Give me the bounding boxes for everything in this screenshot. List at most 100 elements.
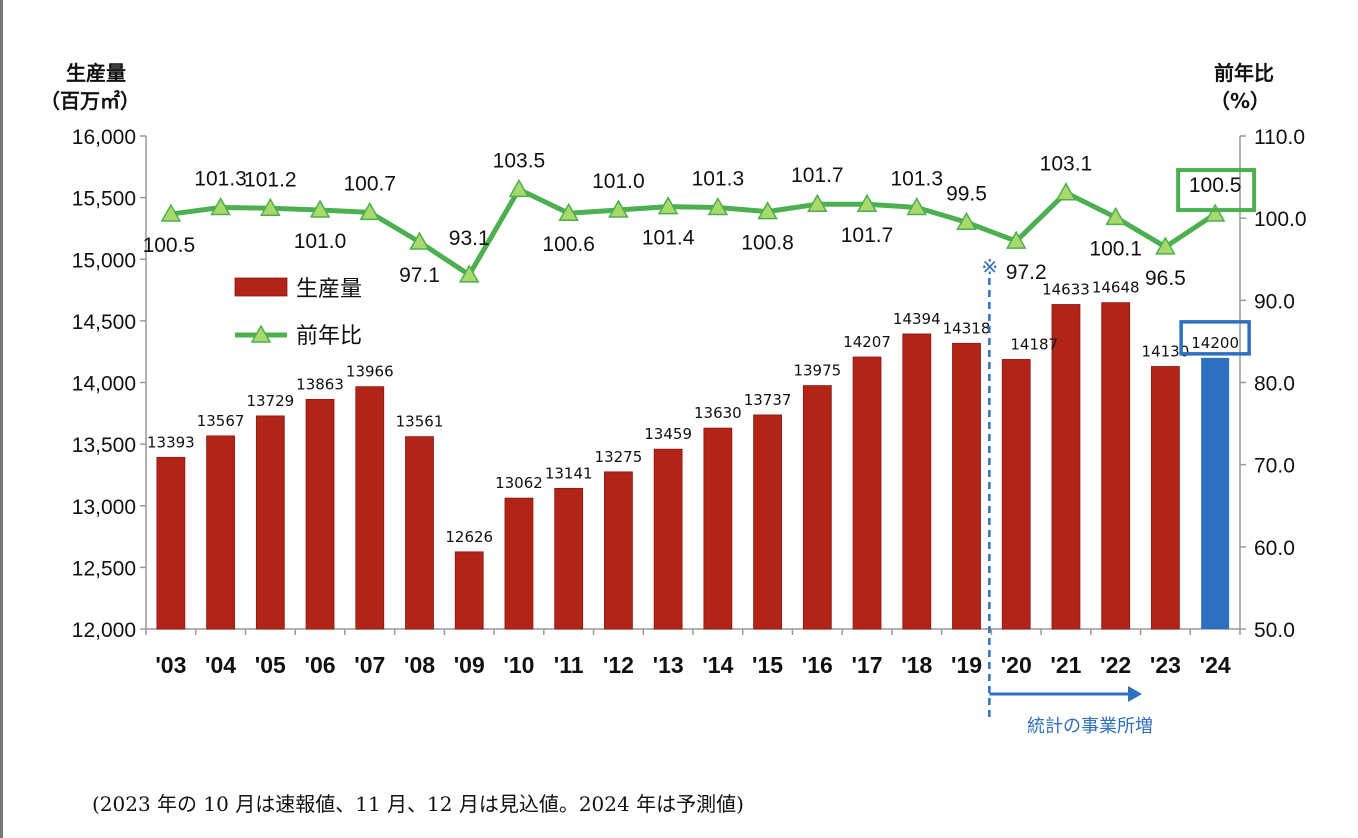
legend-line-label: 前年比 [296,324,362,349]
y-axis-right-unit: （%） [1210,89,1270,113]
bar-data-label: 13966 [346,363,394,381]
ratio-data-label: 101.0 [294,230,347,253]
x-tick-label: '13 [653,652,684,678]
bar [703,427,733,630]
y-tick-label-left: 14,500 [72,311,136,334]
bar-data-label: 14648 [1092,279,1140,297]
ratio-marker [260,197,281,217]
bar-data-label: 14394 [893,310,941,328]
divider-arrow-head [1128,686,1142,702]
forecast-bar-highlight [1179,320,1251,356]
x-tick-label: '09 [454,652,485,678]
y-tick-label-right: 90.0 [1254,290,1295,313]
bar-data-label: 13062 [495,474,543,492]
y-axis-left-unit: （百万㎡） [40,89,140,113]
forecast-ratio-highlight [1176,168,1257,213]
bar [852,356,882,630]
ratio-data-label: 101.3 [194,167,247,190]
ratio-marker [160,203,182,222]
bar [305,398,335,630]
bar-data-label: 14187 [1010,335,1058,353]
ratio-marker [309,199,331,218]
y-tick-label-right: 60.0 [1254,537,1295,560]
ratio-data-label: 101.2 [244,168,297,191]
ratio-data-label: 101.7 [791,164,844,187]
ratio-data-label: 99.5 [946,182,987,205]
x-tick-label: '08 [404,652,435,678]
bar-data-label: 14130 [1142,342,1190,360]
bar [1051,304,1081,630]
bar [952,342,981,630]
bar [405,436,434,630]
x-tick-label: '12 [603,652,634,678]
bar-data-label: 14200 [1191,334,1239,352]
x-tick-label: '16 [802,652,833,678]
ratio-data-label: 101.7 [841,224,894,247]
bar [355,386,385,630]
ratio-data-label: 96.5 [1145,267,1186,290]
legend-line-marker [250,324,272,343]
bar [1001,359,1031,630]
ratio-line [170,186,1217,278]
ratio-marker [1005,230,1027,249]
ratio-data-label: 101.0 [592,170,645,193]
x-tick-label: '05 [255,652,286,678]
ratio-data-label: 100.1 [1089,237,1142,260]
y-tick-label-left: 15,000 [72,249,136,272]
y-tick-label-left: 13,500 [72,434,136,457]
ratio-marker [856,193,878,212]
x-tick-label: '11 [554,652,584,678]
y-axis-left-title: 生産量 [66,61,126,85]
bar-data-label: 13729 [246,392,294,410]
bar [1201,357,1230,629]
ratio-data-label: 97.1 [399,264,440,287]
bar [753,414,782,630]
x-tick-label: '22 [1100,652,1131,678]
bar [206,435,235,630]
ratio-data-label: 97.2 [1006,261,1047,284]
ratio-marker [210,196,231,216]
bar-data-label: 14318 [943,319,991,337]
y-tick-label-right: 80.0 [1254,373,1295,396]
x-tick-label: '06 [305,652,336,678]
bar-data-label: 14207 [843,333,891,351]
ratio-data-label: 100.8 [741,232,794,255]
x-tick-label: '17 [852,652,883,678]
ratio-marker [1204,203,1226,222]
bar [1151,366,1180,630]
bar [554,487,584,630]
bar [653,448,683,630]
ratio-marker [508,178,530,198]
y-tick-label-left: 15,500 [72,188,136,211]
y-axis-right-title: 前年比 [1214,61,1274,85]
x-tick-label: '23 [1150,652,1181,678]
bar [454,551,484,630]
x-tick-label: '21 [1050,652,1081,678]
ratio-marker [956,211,977,231]
x-tick-label: '10 [503,652,534,678]
legend-bar-swatch [234,277,288,297]
bar-data-label: 13459 [644,425,692,443]
ratio-marker [807,193,828,212]
ratio-data-label: 100.5 [1189,174,1242,197]
x-tick-label: '15 [752,652,783,678]
y-tick-label-left: 12,500 [72,557,136,580]
bar-data-label: 13141 [545,464,593,482]
ratio-marker [707,196,729,216]
bar-data-label: 14633 [1042,280,1090,298]
x-tick-label: '19 [951,652,982,678]
ratio-data-label: 101.3 [890,167,943,190]
x-tick-label: '07 [354,652,385,678]
ratio-marker [558,202,579,221]
ratio-data-label: 100.7 [343,172,396,195]
bar-data-label: 12626 [445,528,493,546]
x-tick-label: '14 [702,652,733,678]
y-tick-label-left: 14,000 [72,373,136,396]
bar-data-label: 13630 [694,404,742,422]
bar-data-label: 13863 [296,375,344,393]
divider-caption: 統計の事業所増 [1027,716,1153,737]
bar-data-label: 13737 [744,391,792,409]
ratio-data-label: 101.3 [692,167,745,190]
ratio-data-label: 100.6 [542,233,595,256]
